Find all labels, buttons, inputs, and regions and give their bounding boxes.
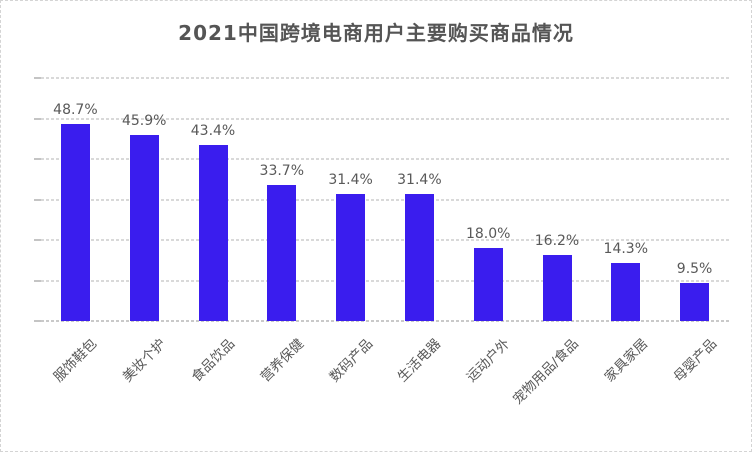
bar-value-label: 48.7% <box>53 101 98 118</box>
bar-家具家居 <box>611 263 641 321</box>
y-axis-tick <box>34 279 41 282</box>
bar-value-label: 14.3% <box>603 241 649 258</box>
y-axis-tick <box>34 158 41 160</box>
bar-美妆个护 <box>129 135 159 321</box>
y-axis-tick <box>34 239 41 241</box>
x-axis-label: 营养保健 <box>257 335 307 386</box>
y-axis-tick <box>34 198 41 201</box>
gridline <box>41 239 729 241</box>
bar-宠物用品/食品 <box>542 255 572 321</box>
bar-数码产品 <box>336 193 366 321</box>
bar-value-label: 31.4% <box>328 171 373 188</box>
chart-title: 2021中国跨境电商用户主要购买商品情况 <box>178 21 574 45</box>
x-axis-label: 运动户外 <box>463 335 514 386</box>
x-axis-label: 食品饮品 <box>188 335 239 386</box>
gridline <box>41 117 729 120</box>
y-axis-tick <box>34 77 41 79</box>
x-axis-line <box>41 320 729 322</box>
plot-area: 48.7% 45.9% 43.4% 33.7% 31.4% 31.4% 18.0% 16.2%… <box>34 77 729 322</box>
bar-服饰鞋包 <box>60 123 90 321</box>
y-axis-tick <box>34 320 41 322</box>
x-axis-label: 家具家居 <box>601 335 651 386</box>
bar-value-label: 31.4% <box>397 171 442 188</box>
bar-value-label: 43.4% <box>190 123 236 140</box>
x-axis-label: 美妆个护 <box>119 335 170 386</box>
x-axis-label: 服饰鞋包 <box>51 335 101 386</box>
gridline <box>41 77 729 79</box>
bar-value-label: 9.5% <box>676 260 713 277</box>
gridline <box>41 198 729 201</box>
bar-value-label: 45.9% <box>121 113 167 130</box>
bar-运动户外 <box>473 248 503 321</box>
bar-食品饮品 <box>198 145 228 321</box>
x-axis-label: 宠物用品/食品 <box>510 335 583 408</box>
gridline <box>41 158 729 160</box>
bar-value-label: 16.2% <box>534 233 580 250</box>
y-axis-tick <box>34 117 41 120</box>
bar-生活电器 <box>404 193 434 321</box>
bar-value-label: 33.7% <box>259 162 305 179</box>
bar-母婴产品 <box>680 282 710 321</box>
x-axis-label: 生活电器 <box>395 335 445 386</box>
gridline <box>41 279 729 282</box>
bar-value-label: 18.0% <box>465 226 511 243</box>
bar-营养保健 <box>267 184 297 321</box>
x-axis-label: 母婴产品 <box>670 335 720 386</box>
x-axis-label: 数码产品 <box>326 335 376 386</box>
